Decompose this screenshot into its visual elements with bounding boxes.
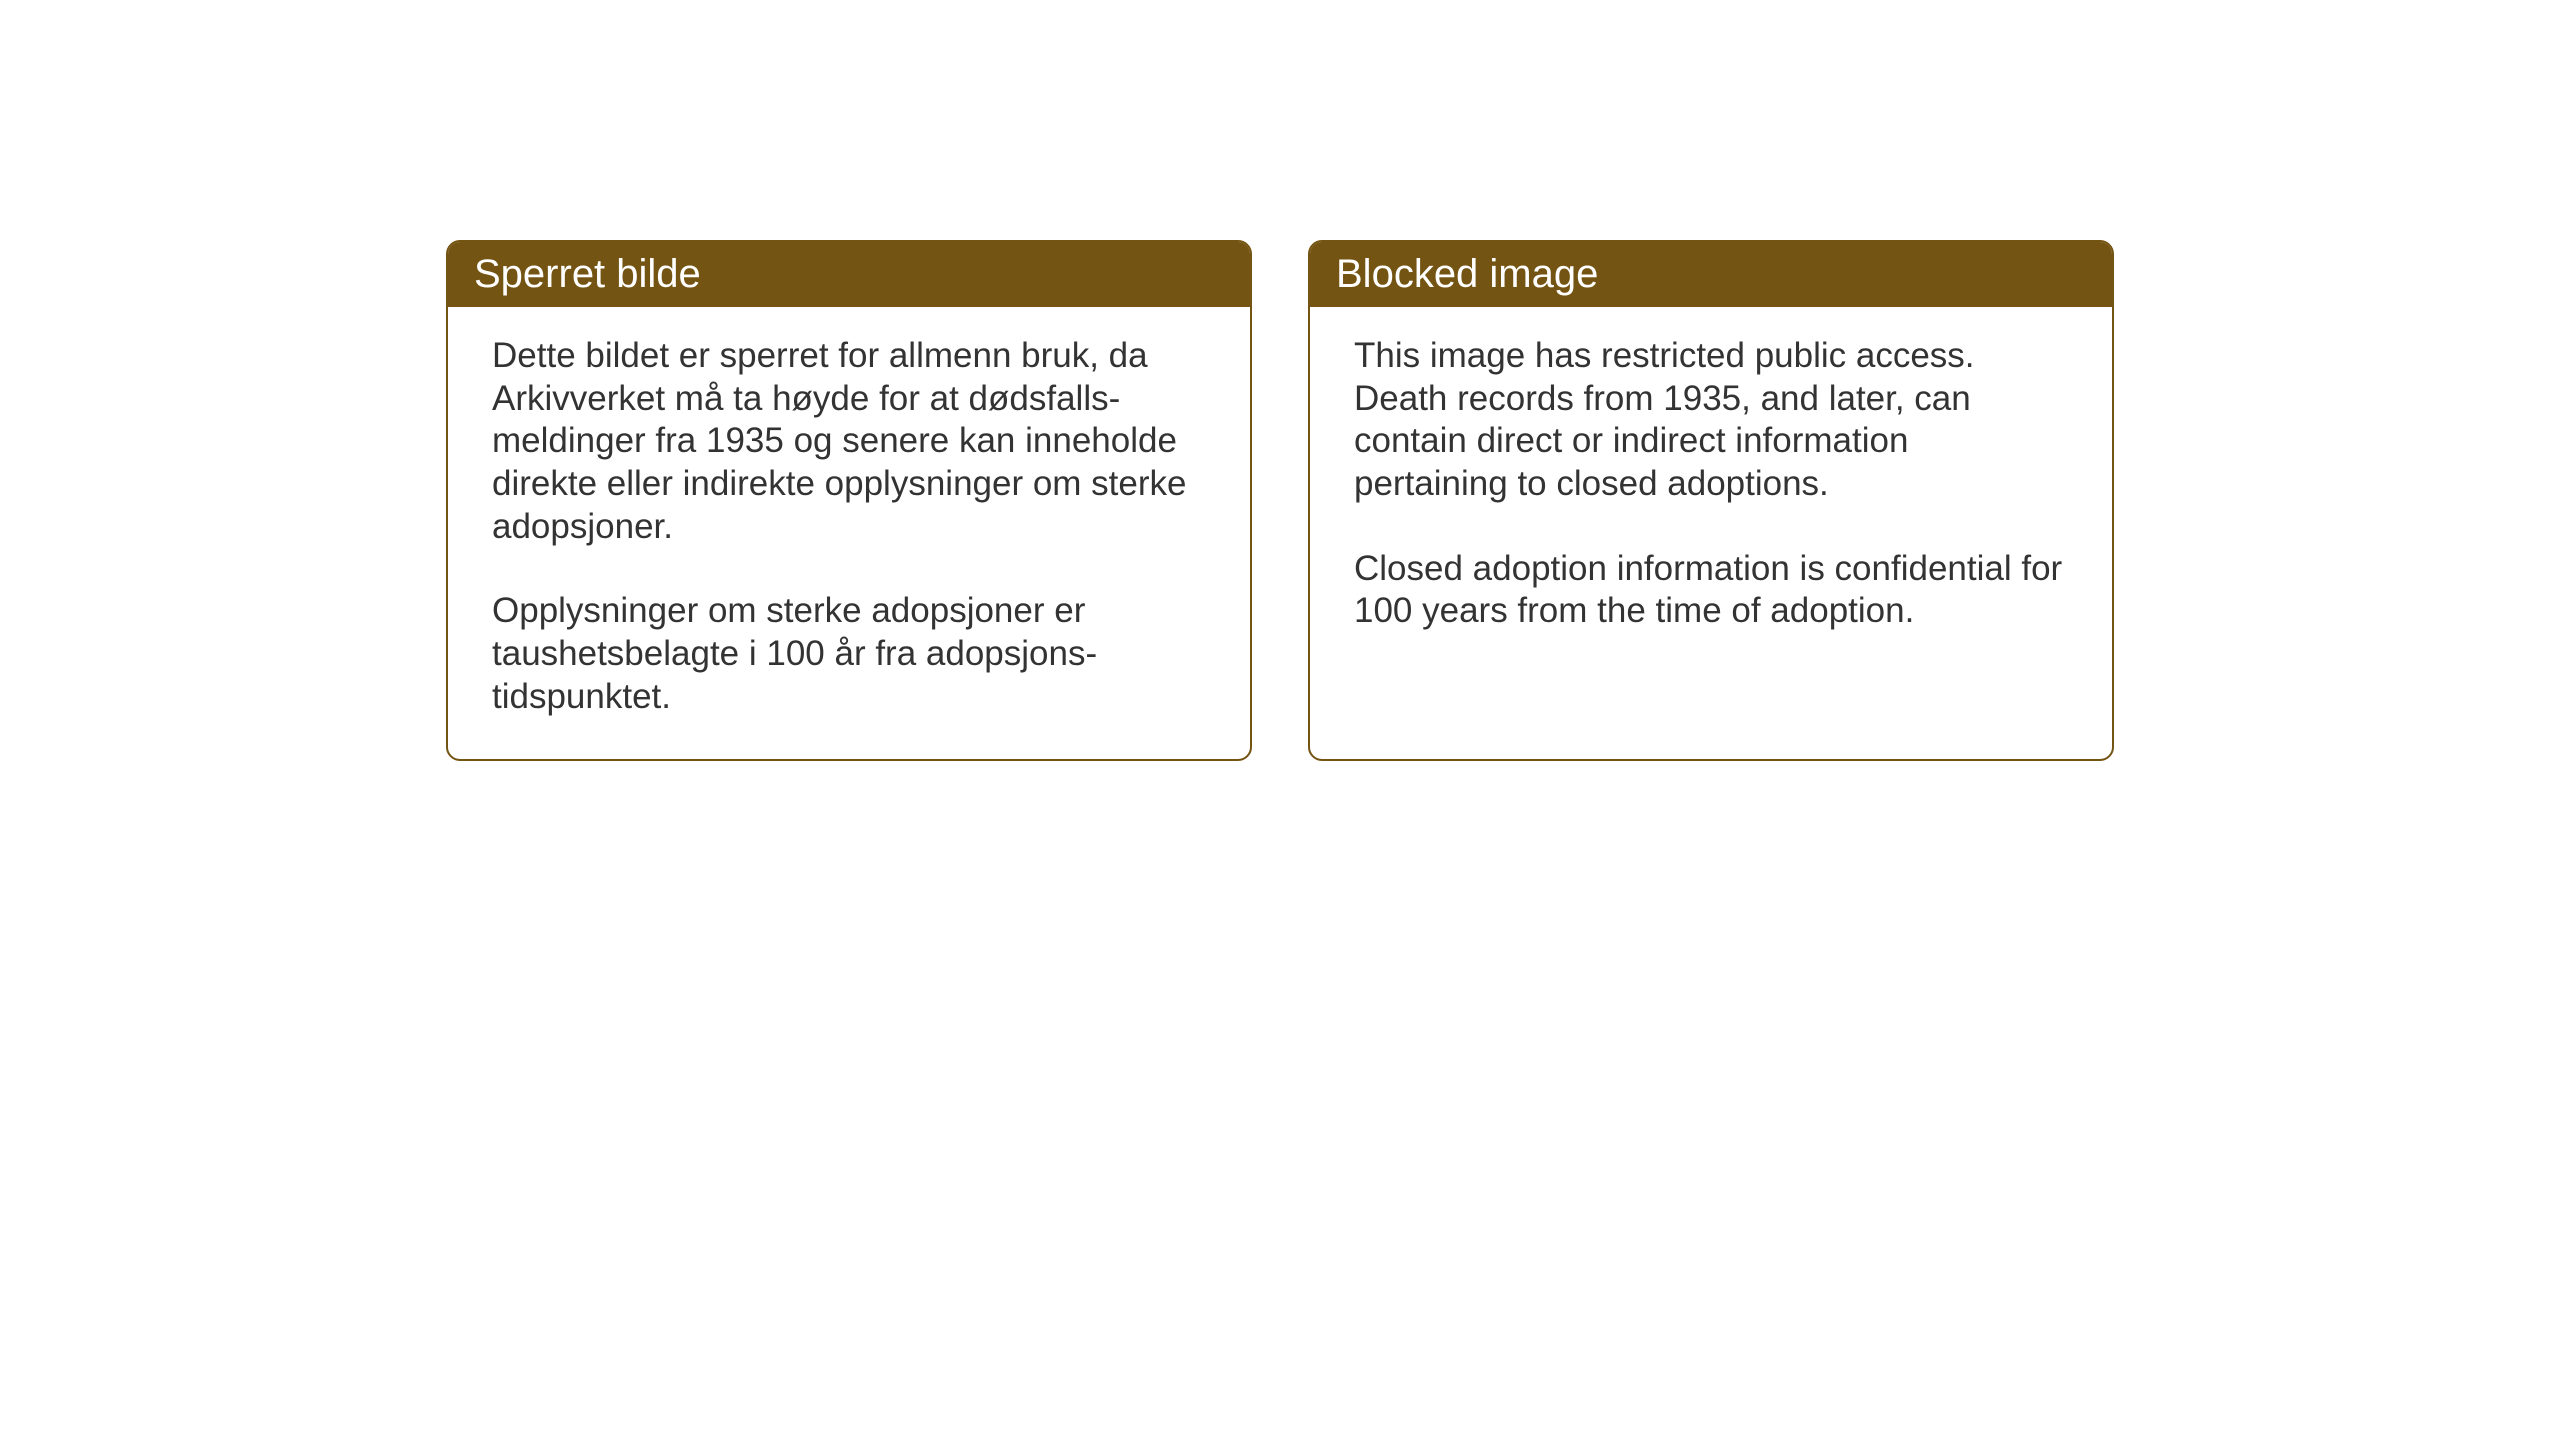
card-paragraph-english-2: Closed adoption information is confident… [1354, 548, 2068, 633]
notice-card-english: Blocked image This image has restricted … [1308, 240, 2114, 761]
notice-card-norwegian: Sperret bilde Dette bildet er sperret fo… [446, 240, 1252, 761]
card-body-english: This image has restricted public access.… [1310, 307, 2112, 727]
card-paragraph-norwegian-2: Opplysninger om sterke adopsjoner er tau… [492, 590, 1206, 718]
card-header-english: Blocked image [1310, 242, 2112, 307]
card-paragraph-norwegian-1: Dette bildet er sperret for allmenn bruk… [492, 335, 1206, 548]
card-header-norwegian: Sperret bilde [448, 242, 1250, 307]
card-body-norwegian: Dette bildet er sperret for allmenn bruk… [448, 307, 1250, 759]
card-paragraph-english-1: This image has restricted public access.… [1354, 335, 2068, 506]
notice-container: Sperret bilde Dette bildet er sperret fo… [446, 240, 2114, 761]
card-title-norwegian: Sperret bilde [474, 252, 701, 296]
card-title-english: Blocked image [1336, 252, 1598, 296]
